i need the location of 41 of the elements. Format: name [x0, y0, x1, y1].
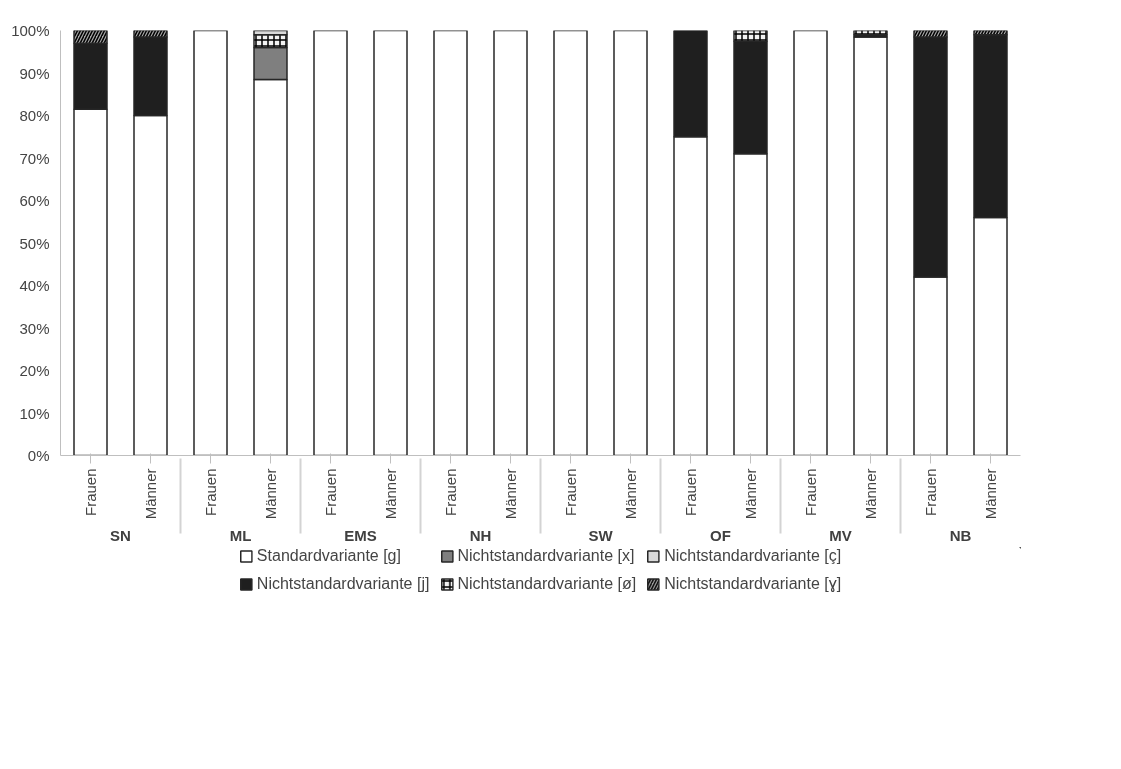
text: ML — [229, 527, 252, 545]
x-tick-label: Frauen — [442, 468, 459, 517]
y-tick-label: 20% — [19, 362, 50, 379]
y-tick-label: 50% — [19, 234, 50, 252]
x-tick-label: Frauen — [202, 468, 219, 517]
x-tick-label: Frauen — [682, 468, 699, 517]
text: NH — [469, 527, 492, 545]
y-tick-label: 60% — [19, 192, 50, 209]
legend-label: Nichtstandardvariante [ø] — [457, 575, 637, 593]
text: OF — [710, 527, 731, 545]
x-tick-label: Frauen — [82, 468, 99, 517]
x-tick-label: Männer — [862, 468, 879, 520]
text: EMS — [344, 527, 377, 545]
text: NB — [949, 527, 972, 545]
x-tick-label: Männer — [622, 468, 639, 520]
y-tick-label: 100% — [11, 22, 50, 39]
y-tick-label: 70% — [19, 149, 50, 167]
x-tick-label: Männer — [142, 468, 159, 520]
x-tick-label: Frauen — [922, 468, 939, 517]
text: SN — [110, 527, 131, 545]
text: SW — [588, 527, 614, 545]
y-tick-label: 30% — [19, 319, 50, 337]
x-tick-label: Männer — [742, 468, 759, 520]
x-tick-label: Frauen — [802, 468, 819, 517]
x-tick-label: Männer — [262, 468, 279, 520]
legend-label: Standardvariante [g] — [256, 547, 401, 565]
y-tick-label: 80% — [19, 107, 50, 124]
legend-label: Nichtstandardvariante [ç] — [664, 547, 842, 565]
x-tick-label: Frauen — [322, 468, 339, 517]
y-tick-label: 90% — [19, 64, 50, 82]
y-tick-label: 0% — [27, 447, 50, 464]
text: MV — [829, 527, 852, 545]
y-tick-label: 40% — [19, 277, 50, 294]
legend-label: Nichtstandardvariante [j] — [256, 575, 430, 593]
x-tick-label: Frauen — [562, 468, 579, 517]
x-tick-label: Männer — [382, 468, 399, 520]
legend-label: Nichtstandardvariante [ɣ] — [664, 575, 842, 593]
legend-label: Nichtstandardvariante [x] — [457, 547, 635, 565]
y-tick-label: 10% — [19, 404, 50, 422]
x-tick-label: Männer — [502, 468, 519, 520]
x-tick-label: Männer — [982, 468, 999, 520]
